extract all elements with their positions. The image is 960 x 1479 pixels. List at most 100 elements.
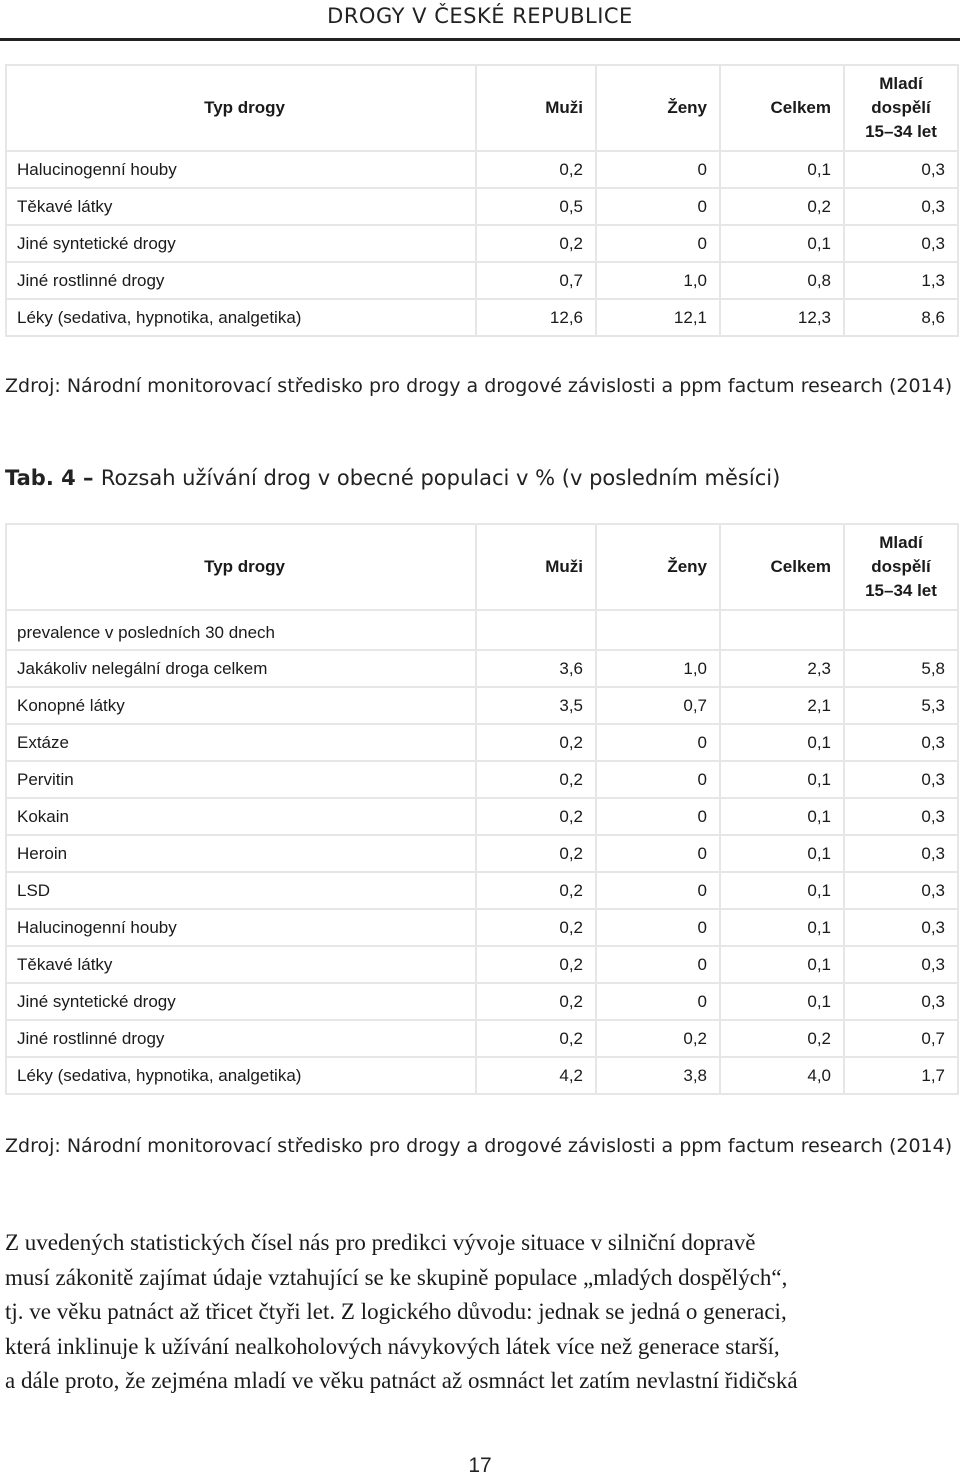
caption-label: Tab. 4	[5, 466, 76, 490]
cell-women: 0	[595, 224, 721, 263]
page-number: 17	[468, 1454, 492, 1477]
cell-young-adults: 1,3	[843, 261, 959, 300]
paragraph-line: tj. ve věku patnáct až třicet čtyři let.…	[5, 1299, 787, 1324]
cell-total: 0,1	[719, 723, 845, 762]
cell-young-adults: 0,3	[843, 797, 959, 836]
young-line-1: Mladí	[879, 74, 923, 93]
cell-total: 2,1	[719, 686, 845, 725]
row-drug-name: Jiné rostlinné drogy	[5, 261, 477, 300]
row-drug-name: Konopné látky	[5, 686, 477, 725]
cell-women: 0	[595, 871, 721, 910]
cell-women: 0,7	[595, 686, 721, 725]
table-row: Jiné syntetické drogy 0,2 0 0,1 0,3	[5, 982, 959, 1021]
row-drug-name: Extáze	[5, 723, 477, 762]
cell-young-adults: 8,6	[843, 298, 959, 337]
table-row: Jiné syntetické drogy 0,2 0 0,1 0,3	[5, 224, 959, 263]
table-row: Halucinogenní houby 0,2 0 0,1 0,3	[5, 150, 959, 189]
col-header-type: Typ drogy	[5, 523, 477, 611]
cell-women: 0	[595, 908, 721, 947]
cell-young-adults: 0,3	[843, 760, 959, 799]
col-header-young-adults: Mladí dospělí 15–34 let	[843, 523, 959, 611]
cell-men: 0,2	[475, 871, 597, 910]
table-header-row: Typ drogy Muži Ženy Celkem Mladí dospělí…	[5, 64, 959, 152]
cell-women: 0	[595, 834, 721, 873]
cell-total: 0,1	[719, 834, 845, 873]
cell-young-adults: 0,3	[843, 982, 959, 1021]
cell-women: 0	[595, 150, 721, 189]
row-drug-name: Kokain	[5, 797, 477, 836]
source-note-1: Zdroj: Národní monitorovací středisko pr…	[5, 375, 953, 397]
cell-young-adults: 0,3	[843, 224, 959, 263]
row-drug-name: Léky (sedativa, hypnotika, analgetika)	[5, 1056, 477, 1095]
col-header-women: Ženy	[595, 64, 721, 152]
empty-cell	[595, 609, 721, 651]
header-rule	[0, 38, 960, 41]
paragraph-line: musí zákonitě zajímat údaje vztahující s…	[5, 1264, 788, 1290]
cell-total: 0,8	[719, 261, 845, 300]
cell-men: 0,2	[475, 150, 597, 189]
table-row: Léky (sedativa, hypnotika, analgetika) 4,…	[5, 1056, 959, 1095]
cell-men: 0,2	[475, 908, 597, 947]
table-row: Jiné rostlinné drogy 0,2 0,2 0,2 0,7	[5, 1019, 959, 1058]
row-drug-name: Halucinogenní houby	[5, 150, 477, 189]
cell-women: 0	[595, 982, 721, 1021]
young-line-3: 15–34 let	[865, 581, 937, 600]
cell-young-adults: 0,3	[843, 834, 959, 873]
cell-men: 0,2	[475, 224, 597, 263]
table-row: Heroin 0,2 0 0,1 0,3	[5, 834, 959, 873]
cell-total: 0,2	[719, 187, 845, 226]
cell-young-adults: 0,7	[843, 1019, 959, 1058]
col-header-women: Ženy	[595, 523, 721, 611]
table-row: Pervitin 0,2 0 0,1 0,3	[5, 760, 959, 799]
table-row: Těkavé látky 0,2 0 0,1 0,3	[5, 945, 959, 984]
cell-women: 1,0	[595, 649, 721, 688]
row-drug-name: Jakákoliv nelegální droga celkem	[5, 649, 477, 688]
empty-cell	[475, 609, 597, 651]
cell-men: 0,2	[475, 760, 597, 799]
cell-total: 0,1	[719, 760, 845, 799]
table-row: Jakákoliv nelegální droga celkem 3,6 1,0 2,…	[5, 649, 959, 688]
table-row: LSD 0,2 0 0,1 0,3	[5, 871, 959, 910]
prevalence-label: prevalence v posledních 30 dnech	[5, 609, 477, 651]
paragraph-line: a dále proto, že zejména mladí ve věku p…	[5, 1368, 798, 1393]
cell-men: 4,2	[475, 1056, 597, 1095]
cell-young-adults: 1,7	[843, 1056, 959, 1095]
young-line-3: 15–34 let	[865, 122, 937, 141]
young-line-2: dospělí	[871, 557, 931, 576]
cell-women: 0	[595, 187, 721, 226]
col-header-total: Celkem	[719, 523, 845, 611]
cell-young-adults: 5,8	[843, 649, 959, 688]
cell-men: 0,2	[475, 834, 597, 873]
table-row: Léky (sedativa, hypnotika, analgetika) 12…	[5, 298, 959, 337]
cell-women: 3,8	[595, 1056, 721, 1095]
cell-men: 0,2	[475, 723, 597, 762]
table-row: Kokain 0,2 0 0,1 0,3	[5, 797, 959, 836]
col-header-young-adults: Mladí dospělí 15–34 let	[843, 64, 959, 152]
cell-men: 0,7	[475, 261, 597, 300]
cell-women: 0,2	[595, 1019, 721, 1058]
table-caption: Tab. 4 – Rozsah užívání drog v obecné po…	[5, 466, 780, 490]
cell-total: 0,1	[719, 150, 845, 189]
table-row: Těkavé látky 0,5 0 0,2 0,3	[5, 187, 959, 226]
col-header-men: Muži	[475, 523, 597, 611]
cell-men: 3,5	[475, 686, 597, 725]
cell-total: 0,1	[719, 945, 845, 984]
cell-total: 4,0	[719, 1056, 845, 1095]
cell-men: 3,6	[475, 649, 597, 688]
table-row: Konopné látky 3,5 0,7 2,1 5,3	[5, 686, 959, 725]
cell-young-adults: 5,3	[843, 686, 959, 725]
cell-men: 0,2	[475, 797, 597, 836]
cell-women: 0	[595, 723, 721, 762]
cell-young-adults: 0,3	[843, 150, 959, 189]
caption-dash: –	[75, 466, 101, 490]
subheader-row: prevalence v posledních 30 dnech	[5, 609, 959, 651]
row-drug-name: Těkavé látky	[5, 945, 477, 984]
cell-women: 0	[595, 945, 721, 984]
row-drug-name: Pervitin	[5, 760, 477, 799]
table-row: Extáze 0,2 0 0,1 0,3	[5, 723, 959, 762]
row-drug-name: Jiné syntetické drogy	[5, 982, 477, 1021]
cell-men: 0,2	[475, 982, 597, 1021]
source-note-2: Zdroj: Národní monitorovací středisko pr…	[5, 1135, 953, 1157]
empty-cell	[719, 609, 845, 651]
row-drug-name: Halucinogenní houby	[5, 908, 477, 947]
